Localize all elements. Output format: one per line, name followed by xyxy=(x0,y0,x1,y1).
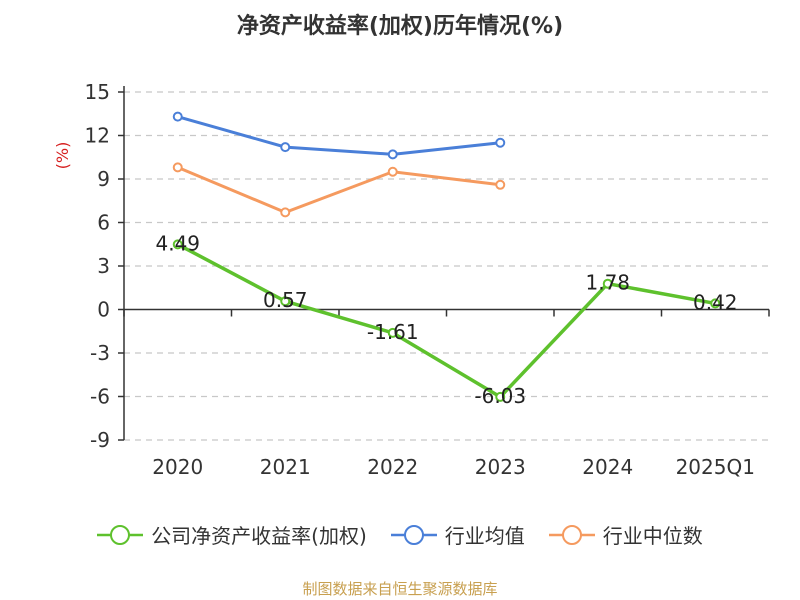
data-point xyxy=(172,239,183,250)
legend-swatch-industry-mean xyxy=(390,524,437,545)
data-point xyxy=(387,327,398,338)
chart-title: 净资产收益率(加权)历年情况(%) xyxy=(236,14,564,39)
data-point xyxy=(387,166,398,177)
data-point xyxy=(495,137,506,148)
y-tick-label: -3 xyxy=(90,341,110,365)
legend-item-industry-median[interactable]: 行业中位数 xyxy=(548,520,703,549)
legend-label-company: 公司净资产收益率(加权) xyxy=(151,524,367,548)
x-tick-label: 2022 xyxy=(367,455,418,479)
legend-label-industry-median: 行业中位数 xyxy=(602,524,703,548)
data-point xyxy=(602,278,613,289)
y-tick-label: 15 xyxy=(85,80,110,104)
y-tick-label: -9 xyxy=(90,428,110,452)
y-axis-label: (%) xyxy=(53,142,72,170)
data-point xyxy=(495,179,506,190)
data-point xyxy=(387,149,398,160)
data-label: 0.57 xyxy=(263,288,308,312)
data-label: 4.49 xyxy=(155,231,200,255)
source-note: 制图数据来自恒生聚源数据库 xyxy=(302,580,498,598)
legend-label-industry-mean: 行业均值 xyxy=(444,524,525,548)
data-label: -1.61 xyxy=(367,320,419,344)
y-tick-label: -6 xyxy=(90,385,110,409)
data-label: -6.03 xyxy=(474,384,526,408)
series-line xyxy=(177,166,501,214)
data-point xyxy=(710,298,721,309)
chart-legend: 公司净资产收益率(加权) 行业均值 行业中位数 xyxy=(0,520,800,549)
legend-item-company[interactable]: 公司净资产收益率(加权) xyxy=(97,520,367,549)
legend-item-industry-mean[interactable]: 行业均值 xyxy=(390,520,525,549)
series-line xyxy=(177,115,501,156)
y-tick-label: 0 xyxy=(97,298,110,322)
legend-swatch-industry-median xyxy=(548,524,595,545)
x-tick-label: 2025Q1 xyxy=(676,455,755,479)
y-tick-label: 12 xyxy=(85,124,110,148)
data-point xyxy=(172,162,183,173)
data-label: 0.42 xyxy=(693,290,738,314)
data-point xyxy=(280,207,291,218)
data-point xyxy=(495,391,506,402)
x-tick-label: 2024 xyxy=(582,455,633,479)
x-tick-label: 2023 xyxy=(475,455,526,479)
data-point xyxy=(280,142,291,153)
data-point xyxy=(172,111,183,122)
y-tick-label: 9 xyxy=(97,167,110,191)
data-label: 1.78 xyxy=(585,271,630,295)
x-tick-label: 2020 xyxy=(152,455,203,479)
y-tick-label: 6 xyxy=(97,211,110,235)
legend-swatch-company xyxy=(97,524,144,545)
y-tick-label: 3 xyxy=(97,254,110,278)
data-point xyxy=(280,296,291,307)
x-tick-label: 2021 xyxy=(260,455,311,479)
series-line xyxy=(176,242,716,400)
